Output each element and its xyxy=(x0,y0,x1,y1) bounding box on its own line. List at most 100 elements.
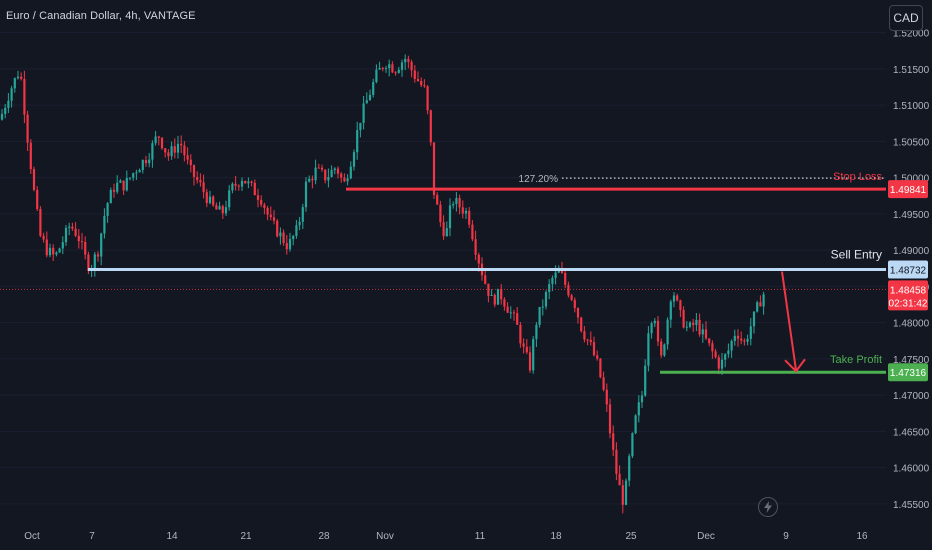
candle-body xyxy=(746,338,749,342)
x-tick-label: 21 xyxy=(240,531,252,542)
candle-body xyxy=(144,160,148,164)
current-price-tag: 1.48458 xyxy=(890,285,927,296)
candle-body xyxy=(183,145,186,156)
candle-body xyxy=(260,199,263,205)
candle-body xyxy=(573,299,576,309)
candle-body xyxy=(39,208,42,236)
candle-body xyxy=(692,322,695,326)
candle-body xyxy=(167,152,170,157)
candle-body xyxy=(224,207,228,214)
candle-body xyxy=(468,210,471,225)
candle-body xyxy=(554,272,557,278)
currency-button[interactable]: CAD xyxy=(889,5,923,31)
candle-body xyxy=(410,61,413,71)
candle-body xyxy=(192,165,196,177)
candle-body xyxy=(519,324,522,344)
countdown-tag: 02:31:42 xyxy=(889,298,928,309)
candle-body xyxy=(343,177,346,182)
candle-body xyxy=(164,148,167,153)
candle-body xyxy=(407,58,410,62)
candle-body xyxy=(269,214,272,218)
fib-label: 127.20% xyxy=(519,174,559,185)
candle-body xyxy=(272,217,276,221)
candle-body xyxy=(525,346,528,353)
price-axis: 1.52000 1.51500 1.51000 1.50500 1.50000 1.495… xyxy=(893,29,930,511)
candle-body xyxy=(327,177,330,181)
candle-body xyxy=(138,169,141,173)
candle-body xyxy=(221,206,224,214)
candle-body xyxy=(599,358,602,378)
candle-body xyxy=(404,58,407,63)
candle-body xyxy=(576,308,580,318)
candle-body xyxy=(592,342,596,356)
y-tick-label: 1.47500 xyxy=(893,355,930,366)
stop-loss-price-tag: 1.49841 xyxy=(890,185,927,196)
candle-body xyxy=(733,335,736,341)
candle-body xyxy=(308,178,311,182)
y-tick-label: 1.50000 xyxy=(893,174,930,185)
candle-body xyxy=(589,339,592,343)
candle-body xyxy=(333,168,336,171)
stop-loss-price-tag-bg xyxy=(888,180,928,199)
candle-body xyxy=(106,203,109,216)
candle-body xyxy=(170,146,173,157)
candle-body xyxy=(621,485,624,505)
candle-body xyxy=(586,339,589,341)
y-tick-label: 1.45500 xyxy=(893,500,930,511)
candle-body xyxy=(311,178,314,181)
candle-body xyxy=(704,329,708,339)
candle-body xyxy=(87,254,90,271)
candle-body xyxy=(548,284,551,293)
candle-body xyxy=(506,306,509,313)
candle-body xyxy=(36,189,39,209)
candle-body xyxy=(314,167,317,181)
candle-body xyxy=(276,220,279,237)
candle-body xyxy=(320,167,324,170)
candle-body xyxy=(647,333,650,366)
candle-body xyxy=(631,433,634,457)
current-price-tag-bg xyxy=(888,280,928,311)
candle-body xyxy=(663,344,666,356)
candle-body xyxy=(464,210,468,214)
candle-body xyxy=(285,243,288,250)
y-tick-label: 1.46000 xyxy=(893,464,930,475)
y-tick-label: 1.52000 xyxy=(893,29,930,40)
candle-body xyxy=(544,292,548,307)
candle-body xyxy=(317,167,320,169)
candle-body xyxy=(583,331,586,340)
candle-body xyxy=(237,185,240,187)
candle-body xyxy=(250,181,253,183)
candle-body xyxy=(128,177,132,179)
candle-body xyxy=(615,449,618,474)
y-tick-label: 1.48000 xyxy=(893,319,930,330)
candle-body xyxy=(423,85,426,87)
x-tick-label: 9 xyxy=(783,531,789,542)
candle-body xyxy=(340,173,343,178)
candle-body xyxy=(20,76,23,79)
candle-body xyxy=(541,306,544,308)
candle-body xyxy=(391,64,394,73)
candle-body xyxy=(116,182,119,192)
candle-body xyxy=(717,357,720,369)
candle-body xyxy=(279,232,282,237)
candle-body xyxy=(740,338,743,341)
candle-body xyxy=(61,242,64,249)
candle-body xyxy=(551,277,554,285)
candle-body xyxy=(84,241,87,255)
candle-body xyxy=(132,173,135,178)
candle-body xyxy=(560,270,564,273)
candle-body xyxy=(666,319,669,345)
candle-body xyxy=(752,311,756,327)
candle-body xyxy=(247,181,250,184)
candle-body xyxy=(148,159,151,164)
take-profit-label: Take Profit xyxy=(830,354,882,366)
candle-body xyxy=(80,241,84,243)
candle-body xyxy=(618,473,621,486)
candle-body xyxy=(388,64,391,69)
candle-body xyxy=(676,295,679,301)
candle-body xyxy=(522,343,525,347)
candle-body xyxy=(656,320,660,342)
stop-loss-label: Stop Loss xyxy=(833,171,882,183)
lightning-icon[interactable] xyxy=(758,497,778,517)
